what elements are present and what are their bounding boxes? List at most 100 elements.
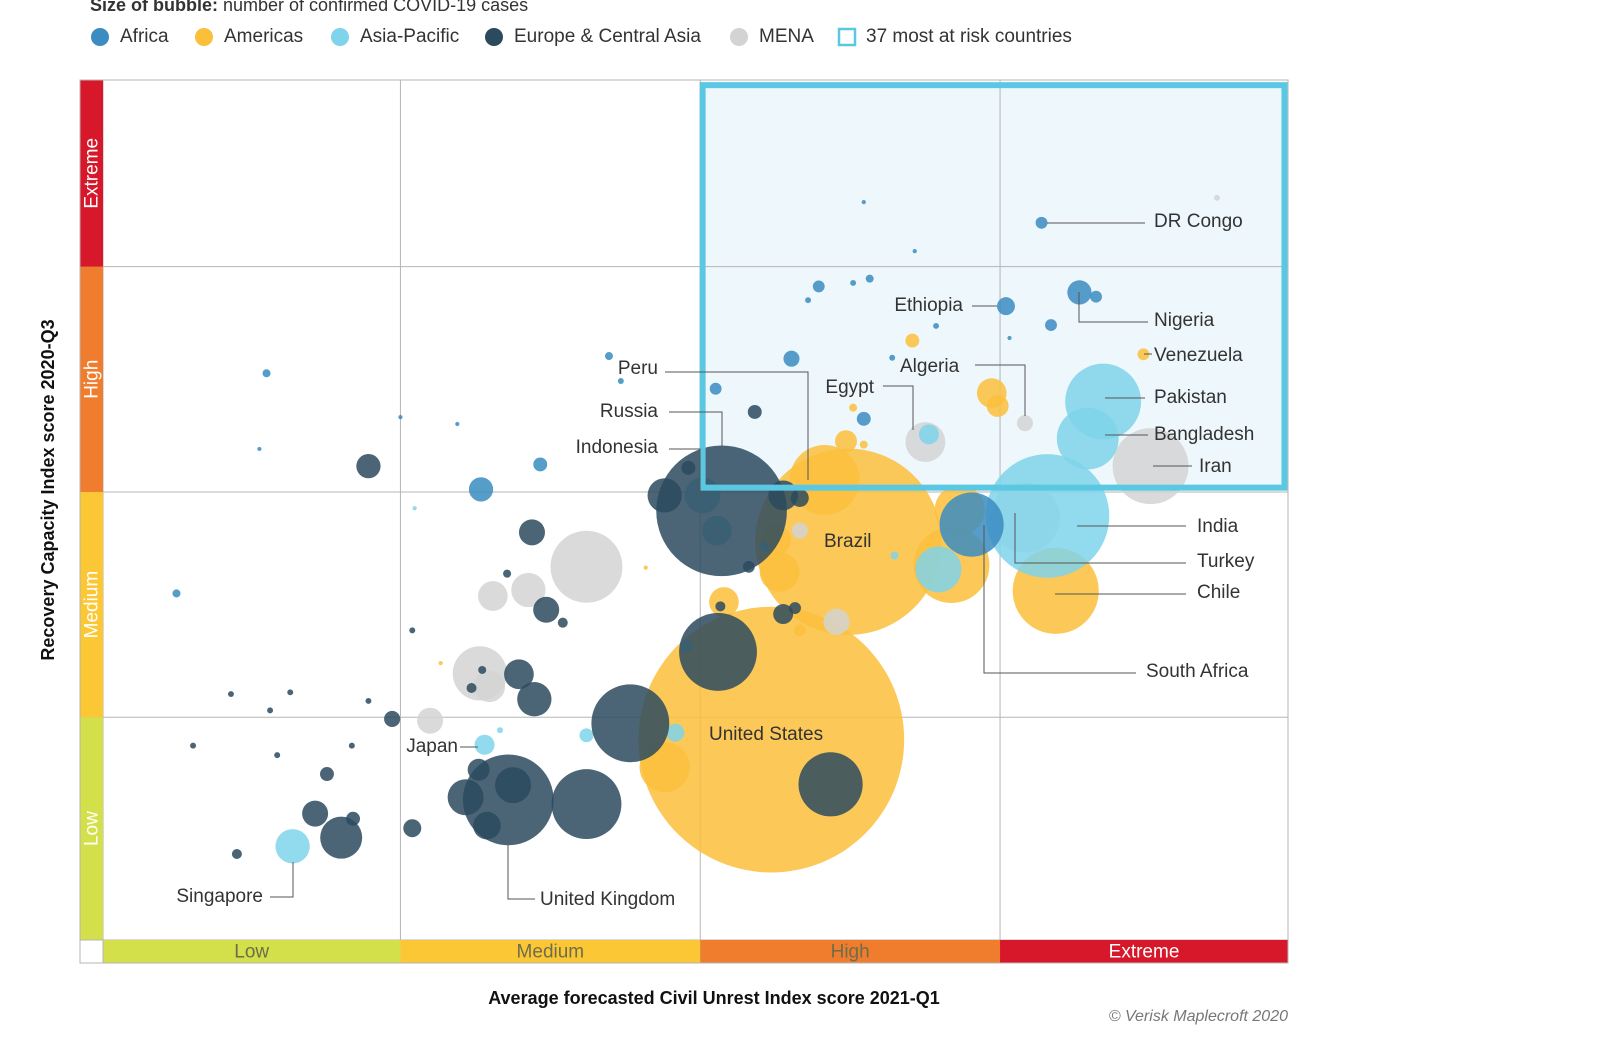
bubble [579,728,594,743]
bubble [320,816,363,859]
bubble [511,572,546,608]
bubble [231,848,242,860]
bubble [915,546,962,593]
bubble [1016,415,1033,432]
legend-swatch [837,27,857,47]
bubble [319,767,334,781]
bubble [905,333,920,348]
legend-swatch [195,28,213,46]
leader-line [975,364,1026,416]
bubble [1090,290,1102,303]
size-note-label: Size of bubble: [90,0,218,15]
x-band [700,940,1001,963]
bubble [287,689,294,696]
y-band [80,717,103,940]
bubble [190,742,197,749]
bubble [986,394,1009,417]
x-axis-title: Average forecasted Civil Unrest Index sc… [488,988,940,1008]
bubble [789,602,801,614]
x-band-label: Low [234,942,269,963]
bubble [384,710,401,728]
bubble [790,488,809,507]
country-label: Japan [406,736,458,757]
bubble [823,608,850,635]
bubble [1213,194,1220,201]
bubble [447,779,484,816]
corner [79,939,104,964]
country-label: Peru [618,358,658,379]
bubble [403,819,422,838]
country-label: Egypt [825,377,874,398]
bubble [889,354,896,361]
country-label: Algeria [900,356,960,377]
bubble [798,752,863,817]
bubble [275,829,310,864]
bubble [365,697,372,704]
bubble [398,415,403,420]
leader-line [669,411,723,447]
bubble [939,492,1004,557]
bubble [497,727,503,734]
bubble [467,758,490,781]
y-band [80,491,103,718]
bubble [518,519,545,546]
bubble [1007,335,1012,341]
bubble [557,617,568,628]
y-band-label: Extreme [82,138,103,209]
bubble [793,624,806,637]
legend-label: Africa [120,26,169,47]
bubble [996,297,1015,316]
bubble [503,569,512,578]
legend-label: Americas [224,26,303,47]
bubble [679,612,757,691]
country-label: India [1197,516,1239,537]
bubble [257,446,262,452]
leader-line [665,371,809,480]
bubble [495,767,531,804]
y-band-label: Medium [82,571,103,639]
size-note: Size of bubble: number of confirmed COVID… [90,0,528,15]
country-label: Venezuela [1154,345,1243,366]
bubble [747,404,762,419]
bubble [850,279,857,286]
bubble [933,322,940,329]
leader-line [1078,292,1148,323]
bubble [791,522,808,539]
bubble [912,249,917,254]
bubble [478,665,487,674]
plot-frame [79,79,1289,964]
risk-box [699,82,1288,491]
bubble [773,604,794,625]
bubble [681,460,696,475]
bubble [409,627,416,634]
country-label: Iran [1199,456,1232,477]
bubble [412,506,417,511]
bubble [473,670,506,703]
leader-line [669,448,701,495]
bubble [1045,319,1057,332]
legend-label: Asia-Pacific [360,26,459,47]
x-band [400,940,701,963]
bubble [466,683,477,694]
bubble [504,659,534,690]
leader-line [983,525,1136,674]
bubble [417,707,444,734]
country-label: Chile [1197,582,1240,603]
leader-line [883,385,914,430]
bubble [617,378,624,384]
bubble [172,589,181,598]
legend-swatch [485,28,503,46]
y-band-label: High [82,360,103,399]
bubble [474,734,495,755]
bubble [302,800,329,827]
legend-label: 37 most at risk countries [866,26,1072,47]
country-label: Turkey [1197,551,1255,572]
bubble [274,752,281,759]
bubble [647,478,682,513]
legend-swatch [730,28,748,46]
country-label: Indonesia [576,437,659,458]
bubble [865,274,874,283]
country-label: Singapore [176,886,263,907]
